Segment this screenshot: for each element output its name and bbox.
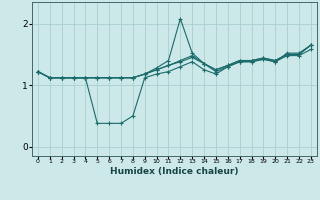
X-axis label: Humidex (Indice chaleur): Humidex (Indice chaleur) [110,167,239,176]
